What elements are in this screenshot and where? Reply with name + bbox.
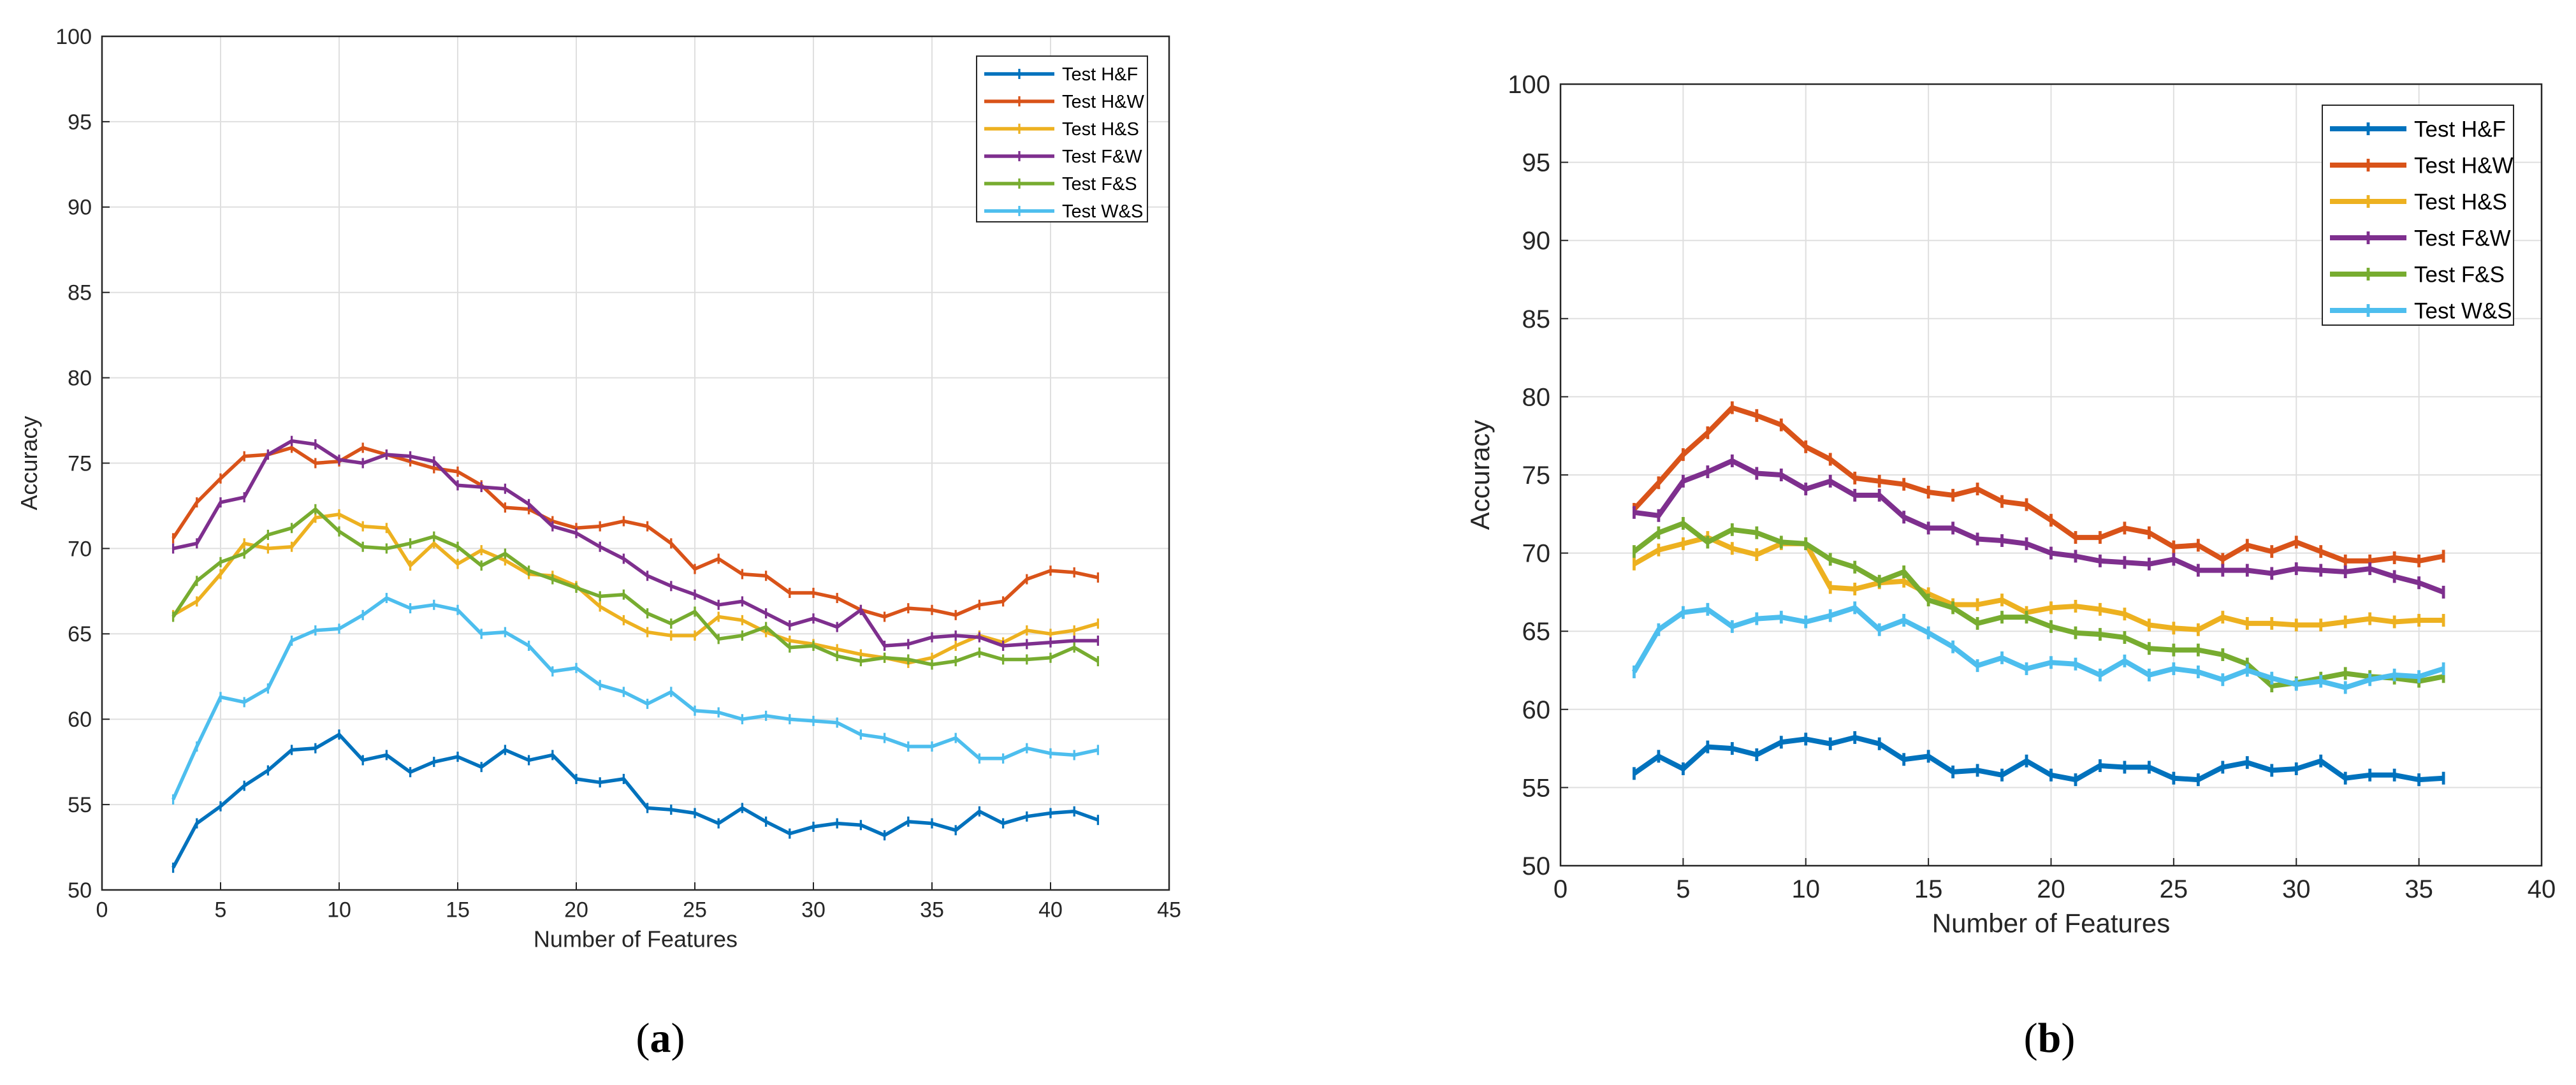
a-ytick-label-70: 70: [68, 537, 92, 561]
b-series-1: [1632, 401, 2445, 567]
a-legend-label-2: Test H&S: [1062, 119, 1139, 140]
a-legend: Test H&F Test H&W Test H&S Test F&W Test F&S…: [976, 55, 1148, 222]
a-series-line-1: [171, 446, 1098, 619]
a-xtick-label-30: 30: [801, 898, 826, 922]
a-xtick-label-0: 0: [96, 898, 108, 922]
a-xtick-label-40: 40: [1038, 898, 1063, 922]
a-ytick-label-80: 80: [68, 367, 92, 391]
a-legend-label-4: Test F&S: [1062, 174, 1137, 194]
a-xtick-label-45: 45: [1157, 898, 1181, 922]
b-series-line-0: [1633, 734, 2444, 783]
a-series-4: [171, 504, 1100, 670]
b-series-line-5: [1631, 605, 2445, 690]
b-ytick-label-75: 75: [1522, 462, 1551, 490]
b-xtick-label-40: 40: [2528, 875, 2556, 903]
a-ytick-label-90: 90: [68, 196, 92, 220]
a-series-3: [171, 435, 1100, 652]
a-x-axis-title: Number of Features: [534, 926, 738, 952]
a-legend-label-1: Test H&W: [1062, 92, 1145, 112]
a-ytick-label-95: 95: [68, 110, 92, 135]
a-ytick-label-75: 75: [68, 451, 92, 476]
a-series-line-3: [173, 439, 1098, 648]
b-ytick-label-60: 60: [1522, 696, 1551, 724]
b-series-3: [1633, 454, 2445, 599]
b-ytick-label-80: 80: [1522, 383, 1551, 411]
b-legend-box: [2322, 105, 2514, 326]
a-series-1: [171, 442, 1100, 622]
b-xtick-label-25: 25: [2160, 875, 2188, 903]
b-xtick-label-30: 30: [2282, 875, 2311, 903]
b-legend-label-0: Test H&F: [2414, 117, 2506, 142]
b-ytick-label-90: 90: [1522, 227, 1551, 255]
b-ytick-label-100: 100: [1508, 71, 1550, 99]
a-y-axis-title: Accuracy: [16, 416, 42, 510]
a-xtick-label-35: 35: [920, 898, 944, 922]
chart-panel-b: 0 5 10 15 20 25 30 35 40 50 55 60 65 70 75 80 85 90 95 100 N…: [1465, 71, 2556, 938]
a-series-0: [171, 729, 1100, 873]
b-series-line-1: [1632, 405, 2444, 564]
b-legend-label-3: Test F&W: [2414, 226, 2511, 251]
a-series-line-2: [172, 513, 1099, 665]
b-axes-box: [1559, 83, 2543, 867]
a-xtick-label-10: 10: [327, 898, 351, 922]
a-xtick-label-5: 5: [215, 898, 227, 922]
a-ytick-label-100: 100: [55, 25, 92, 49]
b-series-5: [1631, 601, 2445, 694]
a-ytick-label-50: 50: [68, 878, 92, 903]
b-ytick-label-70: 70: [1522, 540, 1551, 568]
a-xtick-label-15: 15: [446, 898, 470, 922]
a-xtick-label-25: 25: [683, 898, 707, 922]
b-ytick-label-95: 95: [1522, 149, 1551, 177]
a-series-line-4: [171, 507, 1099, 667]
b-legend-label-5: Test W&S: [2414, 298, 2512, 323]
b-xtick-label-0: 0: [1554, 875, 1568, 903]
a-ytick-label-65: 65: [68, 622, 92, 646]
a-ytick-label-85: 85: [68, 281, 92, 305]
a-legend-box: [976, 55, 1148, 222]
a-ytick-label-60: 60: [68, 708, 92, 732]
b-series-line-3: [1633, 458, 2445, 595]
b-legend-label-1: Test H&W: [2414, 153, 2514, 178]
b-legend-label-4: Test F&S: [2414, 262, 2505, 287]
b-xtick-label-15: 15: [1914, 875, 1943, 903]
b-xtick-label-35: 35: [2405, 875, 2433, 903]
b-ytick-label-65: 65: [1522, 618, 1551, 646]
chart-panel-a: 0 5 10 15 20 25 30 35 40 45 50 55 60 65 70 75 80 85 90 95 10…: [16, 25, 1181, 952]
a-series-5: [171, 593, 1100, 805]
b-ytick-label-85: 85: [1522, 305, 1551, 333]
b-ytick-label-50: 50: [1522, 852, 1551, 880]
b-xtick-label-5: 5: [1676, 875, 1690, 903]
panel-b-caption: (b): [2024, 1015, 2076, 1061]
b-series-line-2: [1633, 535, 2444, 632]
b-legend-label-2: Test H&S: [2414, 189, 2507, 214]
b-legend: Test H&F Test H&W Test H&S Test F&W Test F&S…: [2322, 105, 2514, 326]
a-legend-label-0: Test H&F: [1062, 64, 1138, 85]
b-y-axis-title: Accuracy: [1465, 420, 1495, 530]
b-series-0: [1633, 731, 2445, 787]
a-series-line-5: [171, 596, 1098, 801]
b-ytick-label-55: 55: [1522, 774, 1551, 802]
b-x-axis-title: Number of Features: [1932, 908, 2171, 938]
b-xtick-label-20: 20: [2037, 875, 2065, 903]
a-xtick-label-20: 20: [564, 898, 588, 922]
a-legend-label-3: Test F&W: [1062, 147, 1142, 167]
a-axes-box: [101, 35, 1170, 891]
a-legend-label-5: Test W&S: [1062, 201, 1143, 222]
a-ytick-label-55: 55: [68, 793, 92, 817]
panel-a-caption: (a): [636, 1015, 685, 1061]
b-xtick-label-10: 10: [1792, 875, 1821, 903]
a-series-line-0: [171, 732, 1099, 869]
